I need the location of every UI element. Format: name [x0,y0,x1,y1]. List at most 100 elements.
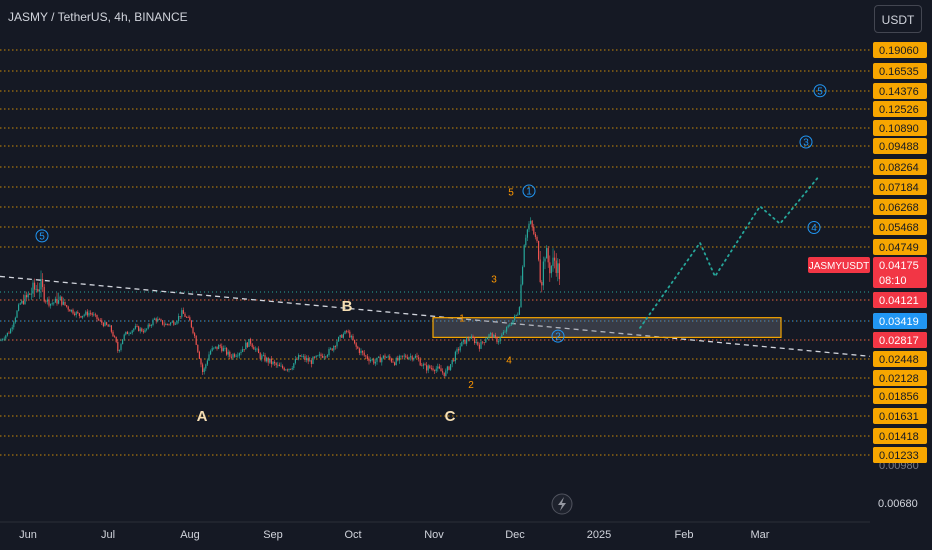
candle-body [222,348,224,352]
candle-body [453,360,455,362]
candle-body [38,289,40,292]
candle-body [232,354,234,358]
candle-body [40,278,42,290]
candle-body [114,336,116,338]
candle-body [168,324,170,325]
candle-body [202,364,204,373]
candle-body [518,307,520,315]
candle-body [22,300,24,305]
candle-body [440,368,442,372]
candle-body [501,334,503,337]
candle-body [99,320,101,321]
candle-body [208,354,210,361]
y-tick-label: 0.02448 [879,354,919,366]
candle-body [413,357,415,360]
candle-body [506,326,508,332]
candle-body [240,351,242,354]
candle-body [419,359,421,366]
y-tick-tag [873,101,927,117]
candle-body [18,304,20,311]
currency-button[interactable]: USDT [874,5,922,33]
y-tick-tag [873,138,927,154]
candle-body [546,248,548,259]
price-tag [873,313,927,329]
candle-body [309,360,311,362]
circled-wave-label-5: 5 [39,231,45,242]
lightning-icon[interactable] [551,493,573,515]
candle-body [323,356,325,358]
y-tick-tag [873,179,927,195]
candle-body [69,309,71,312]
circled-wave-marker [807,221,821,235]
candle-body [363,352,365,356]
candle-body [312,356,314,364]
wave-label-5: 5 [508,187,514,198]
candle-body [542,261,544,286]
candle-body [155,318,157,322]
candle-body [109,325,111,327]
candle-body [530,220,532,224]
candle-body [170,322,172,325]
candle-body [224,348,226,349]
circled-wave-label-5: 5 [817,86,823,97]
candle-body [54,298,56,303]
circled-wave-label-2: 2 [555,332,561,343]
candle-body [552,257,554,266]
candle-body [358,348,360,353]
candle-body [90,312,92,314]
candle-body [227,351,229,355]
candle-body [206,360,208,365]
candle-body [458,349,460,351]
support-zone-box [432,317,782,338]
candle-body [14,317,16,323]
candle-body [117,341,119,351]
candle-body [16,310,18,318]
candle-body [378,356,380,358]
candle-body [181,310,183,317]
candle-body [230,356,232,358]
candle-body [3,338,5,340]
candle-body [11,327,13,330]
candle-body [136,326,138,327]
candle-body [491,333,493,338]
candle-body [242,349,244,352]
wave-label-3: 3 [491,274,497,285]
candle-body [250,338,252,344]
candle-body [398,356,400,361]
wave-label-c: C [445,408,456,425]
price-tag-value: 0.02817 [879,335,919,347]
countdown-value: 08:10 [879,275,907,287]
candle-body [400,355,402,357]
candle-body [51,303,53,305]
candle-body [174,323,176,325]
candle-body [278,364,280,367]
candle-body [72,309,74,314]
candle-body [443,372,445,377]
y-tick-tag [873,239,927,255]
candle-body [302,356,304,358]
candle-body [8,332,10,334]
candle-body [362,350,364,353]
y-tick-label: 0.19060 [879,45,919,57]
candle-body [429,365,431,369]
candle-body [182,310,184,314]
candle-body [133,328,135,331]
candle-body [445,370,447,377]
candle-body [200,358,202,365]
candle-body [128,333,130,335]
y-tick-label: 0.07184 [879,182,919,194]
candle-body [150,324,152,326]
candle-body [158,318,160,320]
candle-body [498,341,500,343]
candle-body [381,358,383,363]
candle-body [502,331,504,335]
candle-body [192,327,194,334]
candle-body [194,333,196,336]
candle-body [322,355,324,358]
candle-body [13,322,15,328]
candle-body [531,220,533,228]
candle-body [450,364,452,370]
candle-body [549,262,551,274]
candle-body [306,358,308,360]
